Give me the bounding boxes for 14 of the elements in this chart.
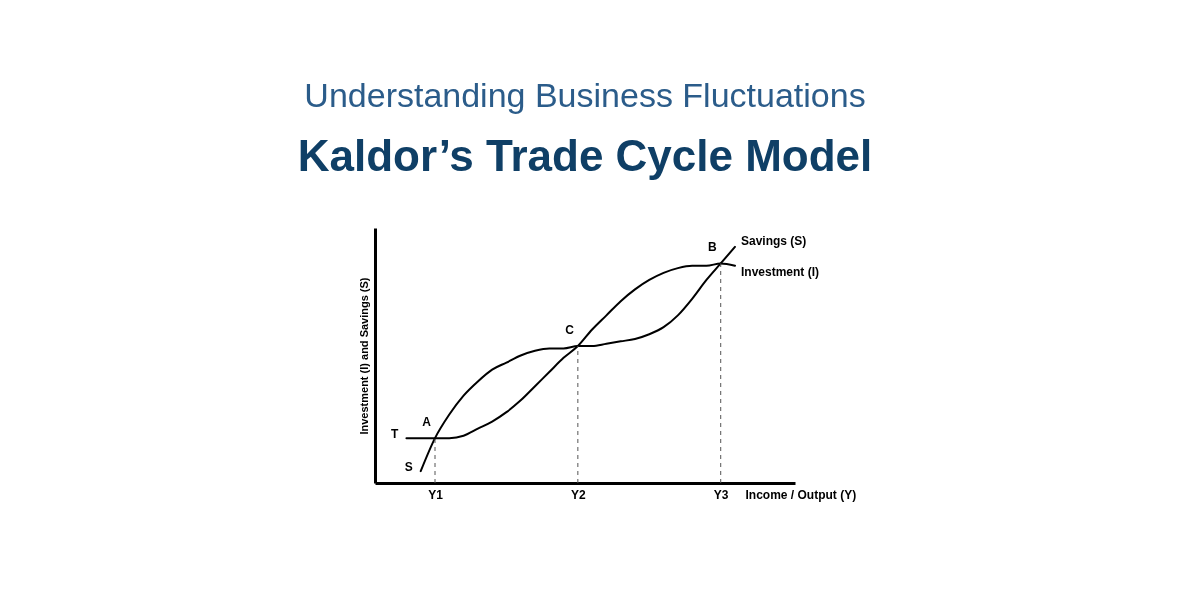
chart-title: Understanding Business Fluctuations [304, 76, 866, 114]
annotation: T [391, 427, 400, 442]
annotation: S [404, 460, 413, 475]
chart-subtitle: Kaldor’s Trade Cycle Model [297, 131, 873, 180]
x-tick-label: Y1 [428, 487, 444, 502]
annotation: C [565, 323, 575, 338]
x-tick-label: Y2 [571, 487, 587, 502]
series-label: Savings (S) [741, 233, 807, 248]
x-axis-title: Income / Output (Y) [745, 487, 857, 502]
annotation: B [708, 240, 718, 255]
series-label: Investment (I) [741, 264, 820, 279]
y-axis-title: Investment (I) and Savings (S) [357, 277, 370, 435]
annotation: A [422, 415, 432, 430]
x-tick-label: Y3 [713, 487, 729, 502]
